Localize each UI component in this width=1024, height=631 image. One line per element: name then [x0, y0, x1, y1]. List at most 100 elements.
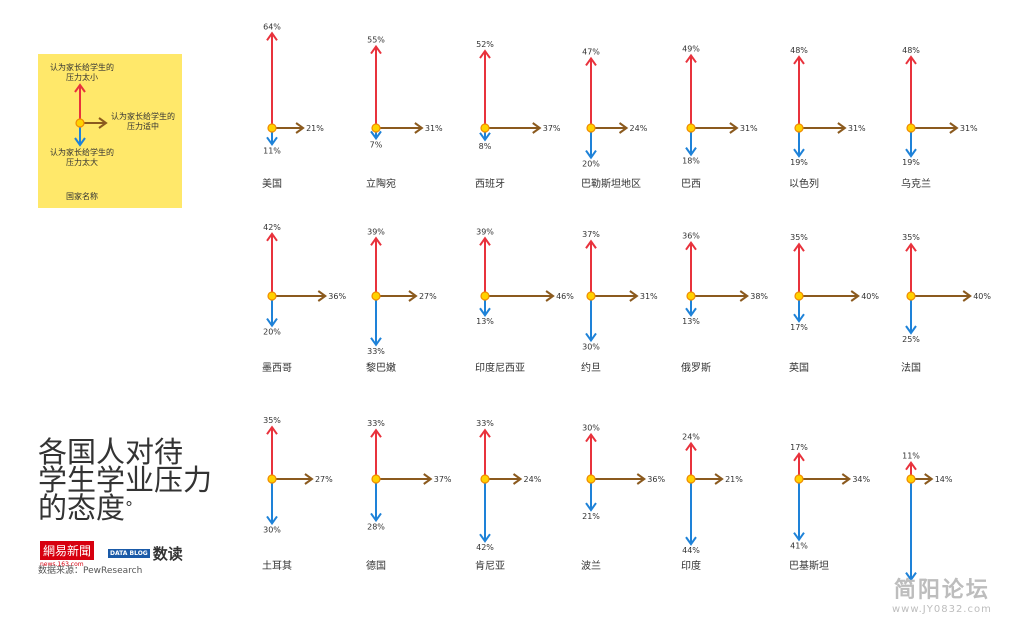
too-much-label: 8% — [479, 142, 492, 151]
title-mark: ° — [125, 498, 134, 517]
center-dot — [371, 123, 381, 133]
legend-up-label: 认为家长给学生的 — [50, 62, 114, 72]
too-little-label: 64% — [263, 22, 281, 31]
datablog-logo-box: DATA BLOG — [108, 549, 150, 558]
too-much-arrow-head — [585, 150, 597, 160]
country-glyph: 30% 36% 21% 波兰 — [581, 424, 665, 572]
country-name: 乌克兰 — [901, 177, 931, 190]
too-little-arrow-head — [685, 53, 697, 64]
too-much-label: 13% — [476, 317, 494, 326]
too-little-arrow-head — [793, 55, 805, 65]
about-right-label: 27% — [419, 292, 437, 301]
too-much-arrow-head — [370, 512, 382, 523]
too-little-label: 35% — [790, 233, 808, 242]
too-much-arrow-head — [370, 130, 382, 141]
legend-box — [38, 54, 182, 208]
too-little-arrow-head — [793, 242, 805, 252]
too-much-label: 19% — [790, 158, 808, 167]
about-right-arrow-head — [512, 473, 523, 485]
too-little-label: 35% — [902, 233, 920, 242]
country-glyph: 49% 31% 18% 巴西 — [681, 44, 758, 190]
too-much-label: 20% — [263, 328, 281, 337]
legend-up-label-2: 压力太小 — [66, 72, 98, 82]
country-name: 法国 — [901, 361, 921, 374]
country-glyph: 36% 38% 13% 俄罗斯 — [681, 232, 768, 374]
about-right-arrow-head — [545, 290, 555, 302]
about-right-label: 14% — [935, 475, 953, 484]
about-right-label: 40% — [973, 292, 991, 301]
too-much-label: 19% — [902, 158, 920, 167]
country-glyph: 35% 40% 17% 英国 — [789, 233, 879, 374]
center-dot — [686, 291, 696, 301]
center-dot — [794, 474, 804, 484]
legend-down-arrow-head — [74, 137, 86, 147]
netease-news-logo: 網易新聞 news.163.com — [40, 540, 95, 568]
country-name: 巴西 — [681, 178, 701, 190]
too-much-arrow-head — [905, 325, 917, 335]
center-dot — [267, 123, 277, 133]
too-little-arrow-head — [793, 452, 805, 462]
about-right-label: 38% — [750, 292, 768, 301]
about-right-label: 31% — [640, 292, 658, 301]
country-glyph: 48% 31% 19% 以色列 — [789, 46, 866, 190]
too-little-label: 35% — [263, 416, 281, 425]
about-right-label: 36% — [328, 292, 346, 301]
too-little-arrow-head — [905, 460, 917, 471]
too-little-label: 30% — [582, 424, 600, 433]
about-right-arrow-head — [317, 290, 328, 302]
too-little-label: 33% — [367, 419, 385, 428]
too-little-label: 49% — [682, 44, 700, 53]
about-right-label: 37% — [543, 124, 561, 133]
too-little-arrow-head — [266, 31, 278, 41]
country-name: 印度 — [681, 559, 701, 572]
too-little-arrow-head — [905, 55, 917, 65]
about-right-arrow-head — [414, 122, 424, 134]
about-right-label: 40% — [861, 292, 879, 301]
data-source: 数据来源：PewResearch — [38, 566, 143, 576]
too-much-arrow-head — [685, 147, 697, 157]
too-little-arrow-head — [266, 232, 278, 242]
about-right-arrow-head — [636, 473, 647, 485]
too-little-arrow-head — [479, 49, 491, 59]
about-right-label: 37% — [434, 475, 452, 484]
center-dot — [906, 123, 916, 133]
too-much-label: 30% — [582, 342, 600, 351]
too-little-arrow-head — [370, 236, 382, 246]
too-little-label: 52% — [476, 40, 494, 49]
country-name: 美国 — [262, 177, 282, 190]
too-little-arrow-head — [370, 428, 382, 438]
too-much-arrow-head — [479, 533, 491, 543]
too-much-label: 20% — [582, 160, 600, 169]
country-glyph: 64% 21% 11% 美国 — [262, 22, 324, 190]
center-dot — [480, 123, 490, 133]
too-much-arrow-head — [585, 332, 597, 343]
too-little-arrow-head — [685, 441, 697, 452]
about-right-label: 31% — [848, 124, 866, 133]
netease-logo-url: news.163.com — [40, 561, 84, 568]
country-name: 巴基斯坦 — [789, 559, 829, 572]
too-much-label: 44% — [682, 546, 700, 555]
too-much-arrow-head — [370, 337, 382, 347]
too-little-arrow-head — [585, 56, 597, 67]
too-much-label: 30% — [263, 525, 281, 534]
center-dot — [480, 291, 490, 301]
country-name: 土耳其 — [262, 559, 292, 572]
country-name: 印度尼西亚 — [475, 361, 525, 374]
about-right-label: 36% — [647, 475, 665, 484]
country-glyph: 33% 24% 42% 肯尼亚 — [475, 419, 542, 572]
watermark-url: www.JY0832.com — [892, 604, 992, 615]
too-much-arrow-head — [266, 136, 278, 147]
too-much-arrow-head — [585, 502, 597, 512]
country-glyph: 33% 37% 28% 德国 — [366, 419, 452, 572]
too-much-label: 42% — [476, 543, 494, 552]
about-right-arrow-head — [837, 122, 847, 134]
legend-right-arrow-head — [98, 117, 108, 129]
center-dot — [906, 474, 916, 484]
too-little-label: 17% — [790, 443, 808, 452]
country-glyph: 55% 31% 7% 立陶宛 — [366, 36, 443, 190]
country-glyph: 42% 36% 20% 墨西哥 — [262, 223, 346, 374]
center-dot — [794, 123, 804, 133]
too-much-label: 11% — [263, 146, 281, 155]
too-little-label: 11% — [902, 452, 920, 461]
